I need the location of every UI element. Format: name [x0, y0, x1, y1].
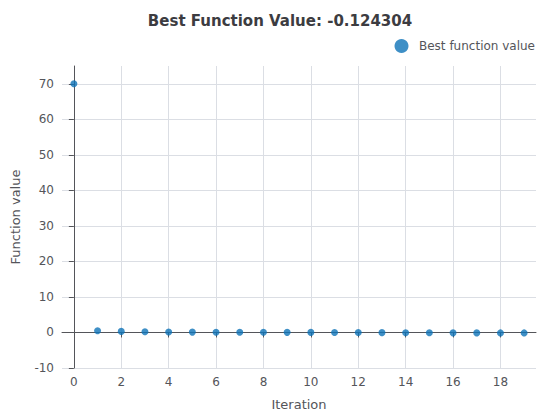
- svg-text:60: 60: [39, 112, 54, 126]
- svg-text:2: 2: [117, 375, 125, 389]
- svg-text:Iteration: Iteration: [271, 397, 326, 412]
- svg-text:70: 70: [39, 77, 54, 91]
- svg-text:Best function value: Best function value: [419, 39, 535, 53]
- svg-text:0: 0: [70, 375, 78, 389]
- svg-text:4: 4: [165, 375, 173, 389]
- svg-text:10: 10: [303, 375, 318, 389]
- svg-text:50: 50: [39, 148, 54, 162]
- svg-text:30: 30: [39, 219, 54, 233]
- svg-text:16: 16: [445, 375, 460, 389]
- svg-text:18: 18: [493, 375, 508, 389]
- svg-text:14: 14: [398, 375, 413, 389]
- svg-text:-10: -10: [34, 361, 54, 375]
- svg-text:10: 10: [39, 290, 54, 304]
- svg-text:0: 0: [46, 325, 54, 339]
- svg-text:12: 12: [351, 375, 366, 389]
- svg-text:8: 8: [260, 375, 268, 389]
- svg-text:40: 40: [39, 183, 54, 197]
- svg-text:Best Function Value: -0.124304: Best Function Value: -0.124304: [148, 12, 412, 30]
- svg-text:Function value: Function value: [8, 170, 23, 265]
- svg-text:20: 20: [39, 254, 54, 268]
- svg-text:6: 6: [212, 375, 220, 389]
